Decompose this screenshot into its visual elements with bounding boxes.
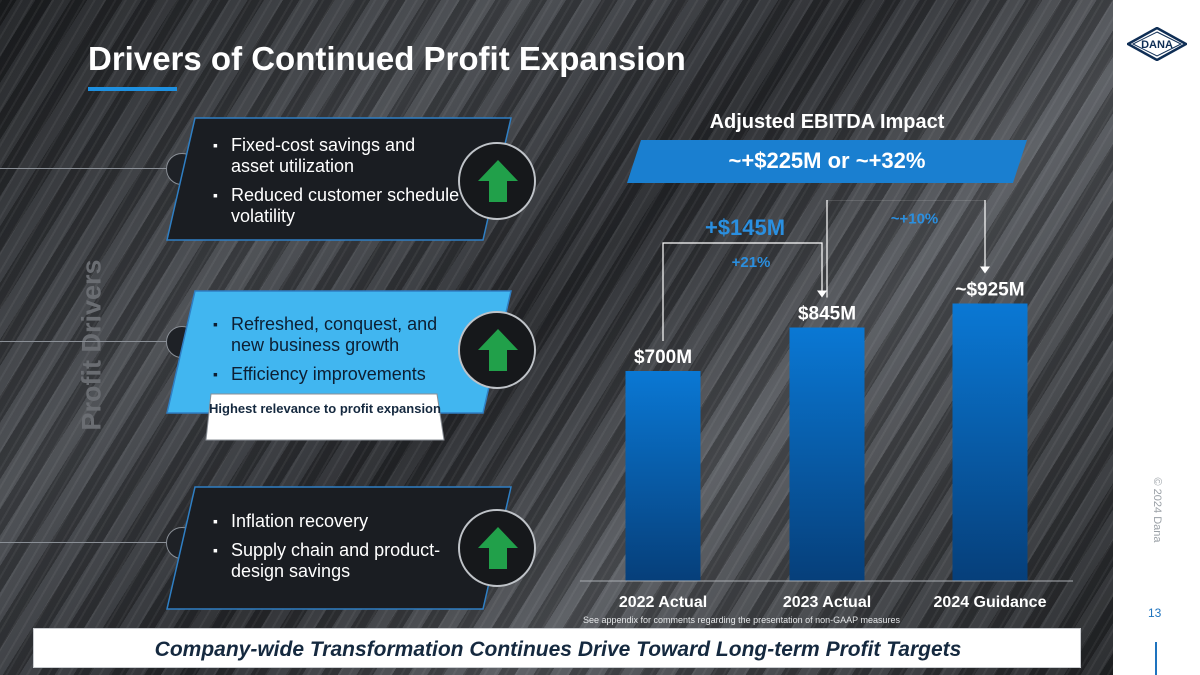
- up-arrow-icon: [478, 527, 518, 569]
- right-margin-panel: [1113, 0, 1200, 675]
- change-percent-label: +21%: [732, 254, 771, 271]
- bar-value-label: ~$925M: [955, 280, 1024, 301]
- driver-bullets: Fixed-cost savings and asset utilization…: [213, 135, 463, 235]
- category-label: 2022 Actual: [619, 594, 707, 611]
- arrow-badge: [458, 311, 536, 389]
- bottom-banner-text: Company-wide Transformation Continues Dr…: [154, 638, 962, 661]
- bar-value-label: $700M: [634, 347, 692, 368]
- page-number: 13: [1148, 606, 1162, 620]
- footnote: See appendix for comments regarding the …: [583, 615, 901, 625]
- change-connector: [826, 200, 986, 298]
- bullet-item: Reduced customer schedule volatility: [213, 185, 463, 227]
- bar-2: [789, 327, 865, 581]
- bullet-item: Efficiency improvements: [213, 364, 463, 385]
- title-underline: [88, 87, 177, 91]
- chart-title: Adjusted EBITDA Impact: [709, 111, 945, 133]
- ebitda-bar-chart: $700M 2022 Actual $845M 2023 Actual ~$925M 20…: [580, 200, 1073, 611]
- bullet-item: Fixed-cost savings and asset utilization: [213, 135, 463, 177]
- profit-drivers-label: Profit Drivers: [76, 259, 107, 431]
- page-accent-bar: [1155, 642, 1157, 675]
- category-label: 2023 Actual: [783, 594, 871, 611]
- impact-banner-shape: [627, 140, 1027, 183]
- driver-card: Fixed-cost savings and asset utilization…: [165, 117, 515, 242]
- copyright-text: © 2024 Dana: [1151, 477, 1163, 543]
- tag-shape: [205, 393, 445, 441]
- driver-card-highlighted: Refreshed, conquest, and new business gr…: [165, 290, 515, 415]
- relevance-tag-text: Highest relevance to profit expansion: [209, 401, 441, 416]
- category-label: 2024 Guidance: [934, 594, 1047, 611]
- impact-summary: ~+$225M or ~+32%: [728, 148, 926, 173]
- bullet-item: Supply chain and product-design savings: [213, 540, 463, 582]
- change-percent-label: ~+10%: [891, 211, 939, 228]
- arrow-badge: [458, 509, 536, 587]
- dana-logo-text: DANA: [1141, 39, 1173, 51]
- driver-connector-line: [0, 542, 172, 543]
- dana-logo: DANA: [1127, 27, 1187, 61]
- up-arrow-icon: [478, 160, 518, 202]
- up-arrow-icon: [478, 329, 518, 371]
- driver-bullets: Refreshed, conquest, and new business gr…: [213, 314, 463, 393]
- driver-bullets: Inflation recovery Supply chain and prod…: [213, 511, 463, 590]
- impact-banner: ~+$225M or ~+32%: [627, 140, 1027, 183]
- arrow-badge: [458, 142, 536, 220]
- bullet-item: Inflation recovery: [213, 511, 463, 532]
- driver-connector-line: [0, 341, 172, 342]
- connector-arrowhead: [980, 266, 990, 274]
- driver-connector-line: [0, 168, 172, 169]
- driver-card: Inflation recovery Supply chain and prod…: [165, 486, 515, 611]
- relevance-tag: Highest relevance to profit expansion: [205, 393, 445, 441]
- connector-arrowhead: [817, 290, 827, 298]
- bottom-banner: Company-wide Transformation Continues Dr…: [33, 628, 1081, 668]
- bullet-item: Refreshed, conquest, and new business gr…: [213, 314, 463, 356]
- change-connector: [662, 242, 823, 341]
- bar-1: [625, 371, 701, 581]
- bar-3: [952, 303, 1028, 581]
- change-amount-label: +$145M: [705, 215, 785, 240]
- bar-value-label: $845M: [798, 304, 856, 325]
- slide-title: Drivers of Continued Profit Expansion: [88, 40, 686, 77]
